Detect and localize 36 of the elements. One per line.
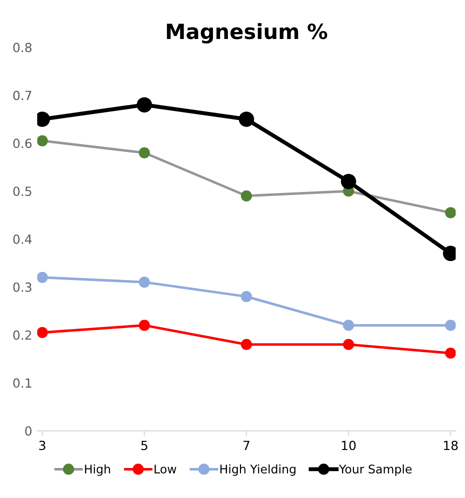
point [240,338,252,350]
point [238,112,254,127]
y-tick-label: 0.2 [13,330,32,340]
point [37,135,48,146]
point [240,190,252,202]
chart-title: Magnesium % [166,23,328,44]
y-tick-label: 0.8 [13,42,32,52]
point [445,348,456,359]
x-tick-label: 10 [342,440,356,450]
legend-label: High Yielding [220,464,296,476]
point [445,207,456,218]
legend-label: Low [154,464,176,474]
legend-label: High [85,464,110,476]
y-tick-label: 0 [25,426,32,436]
point [342,338,354,350]
x-tick-label: 7 [244,440,250,450]
point [445,320,456,331]
y-tick-label: 0.7 [13,90,32,100]
point [138,320,150,331]
legend-label: Your Sample [338,464,412,476]
point [138,276,150,288]
point [342,320,354,331]
y-tick-label: 0.3 [13,282,32,292]
x-tick-label: 3 [39,440,46,450]
y-tick-label: 0.6 [13,138,32,148]
point [138,147,150,158]
y-tick-label: 0.4 [13,234,32,244]
point [240,291,252,302]
point [340,174,356,190]
y-tick-label: 0.5 [13,186,32,196]
point [37,326,48,338]
x-tick-label: 5 [141,440,148,450]
point [136,97,152,112]
point [37,272,48,283]
y-tick-label: 0.1 [13,378,32,388]
x-tick-label: 18 [444,440,458,450]
